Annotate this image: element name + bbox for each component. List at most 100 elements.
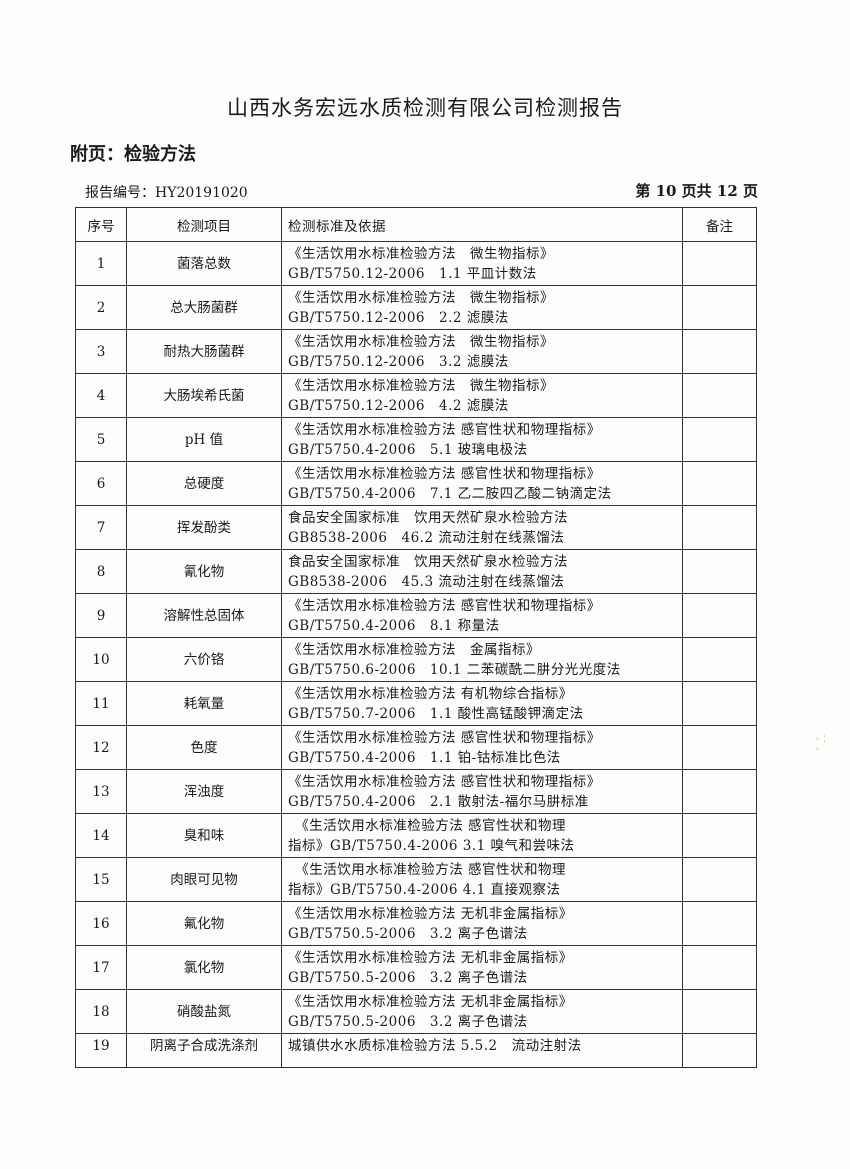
table-row: 4 大肠埃希氏菌 《生活饮用水标准检验方法 微生物指标》 GB/T5750.12-20…	[75, 373, 757, 418]
test-standard: 《生活饮用水标准检验方法 微生物指标》 GB/T5750.12-2006 4.2 …	[281, 373, 683, 418]
note	[682, 329, 757, 374]
test-item: 挥发酚类	[126, 505, 282, 550]
standard-line-2: GB/T5750.5-2006 3.2 离子色谱法	[288, 925, 528, 942]
row-number: 6	[75, 461, 127, 506]
note	[682, 373, 757, 418]
standard-line-1: 《生活饮用水标准检验方法 感官性状和物理指标》	[288, 465, 601, 482]
standard-line-2: GB8538-2006 46.2 流动注射在线蒸馏法	[288, 529, 565, 546]
note	[682, 417, 757, 462]
standard-line-1: 《生活饮用水标准检验方法 金属指标》	[288, 641, 540, 658]
row-number: 11	[75, 681, 127, 726]
row-number: 1	[75, 241, 127, 286]
standard-line-2: GB/T5750.4-2006 5.1 玻璃电极法	[288, 441, 528, 458]
column-header-item: 检测项目	[126, 207, 282, 242]
standard-line-2: GB/T5750.12-2006 2.2 滤膜法	[288, 309, 509, 326]
row-number: 8	[75, 549, 127, 594]
test-item: 氟化物	[126, 901, 282, 946]
test-standard: 《生活饮用水标准检验方法 感官性状和物理指标》 GB/T5750.4-2006 7…	[281, 461, 683, 506]
note	[682, 285, 757, 330]
report-number: 报告编号：HY20191020	[85, 185, 248, 201]
standard-line-1: 《生活饮用水标准检验方法 感官性状和物理指标》	[288, 597, 601, 614]
table-row: 5 pH 值《生活饮用水标准检验方法 感官性状和物理指标》 GB/T5750.4-2…	[75, 417, 757, 462]
table-row: 8 氰化物 食品安全国家标准 饮用天然矿泉水检验方法 GB8538-2006 45.3…	[75, 549, 757, 594]
row-number: 3	[75, 329, 127, 374]
standard-line-2: GB/T5750.12-2006 3.2 滤膜法	[288, 353, 509, 370]
standard-line-2: 指标》GB/T5750.4-2006 4.1 直接观察法	[288, 881, 561, 898]
table-row: 18 硝酸盐氮 《生活饮用水标准检验方法 无机非金属指标》 GB/T5750.5-20…	[75, 989, 757, 1034]
standard-line-1: 城镇供水水质标准检验方法 5.5.2 流动注射法	[288, 1038, 582, 1054]
row-number: 4	[75, 373, 127, 418]
note	[682, 241, 757, 286]
table-row: 14 臭和味 《生活饮用水标准检验方法 感官性状和物理 指标》GB/T5750.4-…	[75, 813, 757, 858]
test-standard: 城镇供水水质标准检验方法 5.5.2 流动注射法	[281, 1033, 683, 1068]
test-standard: 《生活饮用水标准检验方法 微生物指标》 GB/T5750.12-2006 3.2 …	[281, 329, 683, 374]
table-row: 3 耐热大肠菌群 《生活饮用水标准检验方法 微生物指标》 GB/T5750.12-20…	[75, 329, 757, 374]
column-header-standard: 检测标准及依据	[281, 207, 683, 242]
test-item: 浑浊度	[126, 769, 282, 814]
test-standard: 《生活饮用水标准检验方法 感官性状和物理指标》 GB/T5750.4-2006 1…	[281, 725, 683, 770]
standard-line-1: 《生活饮用水标准检验方法 有机物综合指标》	[288, 685, 573, 702]
standard-line-1: 《生活饮用水标准检验方法 无机非金属指标》	[288, 949, 573, 966]
test-item: 溶解性总固体	[126, 593, 282, 638]
test-item: 菌落总数	[126, 241, 282, 286]
test-item: 色度	[126, 725, 282, 770]
table-row: 7 挥发酚类 食品安全国家标准 饮用天然矿泉水检验方法 GB8538-2006 46.…	[75, 505, 757, 550]
table-row: 11 耗氧量 《生活饮用水标准检验方法 有机物综合指标》 GB/T5750.7-200…	[75, 681, 757, 726]
test-standard: 《生活饮用水标准检验方法 感官性状和物理 指标》GB/T5750.4-2006 4…	[281, 857, 683, 902]
test-item: 氰化物	[126, 549, 282, 594]
test-item: pH 值	[126, 417, 282, 462]
table-header-row: 序号 检测项目 检测标准及依据 备注	[75, 207, 757, 242]
section-title: 附页：检验方法	[70, 144, 196, 165]
standard-line-2: GB/T5750.12-2006 4.2 滤膜法	[288, 397, 509, 414]
table-row: 9 溶解性总固体 《生活饮用水标准检验方法 感官性状和物理指标》 GB/T5750.4…	[75, 593, 757, 638]
page-info: 第 10 页共 12 页	[635, 182, 758, 200]
test-item: 氯化物	[126, 945, 282, 990]
note	[682, 1033, 757, 1068]
table-row: 12 色度 《生活饮用水标准检验方法 感官性状和物理指标》 GB/T5750.4-20…	[75, 725, 757, 770]
note	[682, 549, 757, 594]
test-standard: 食品安全国家标准 饮用天然矿泉水检验方法 GB8538-2006 45.3 流动注…	[281, 549, 683, 594]
standard-line-2: GB/T5750.7-2006 1.1 酸性高锰酸钾滴定法	[288, 705, 584, 722]
standard-line-2: GB/T5750.4-2006 7.1 乙二胺四乙酸二钠滴定法	[288, 485, 612, 502]
standard-line-1: 《生活饮用水标准检验方法 微生物指标》	[288, 333, 554, 350]
row-number: 17	[75, 945, 127, 990]
test-item: 六价铬	[126, 637, 282, 682]
test-standard: 《生活饮用水标准检验方法 无机非金属指标》 GB/T5750.5-2006 3.2…	[281, 901, 683, 946]
note	[682, 681, 757, 726]
standard-line-1: 《生活饮用水标准检验方法 感官性状和物理指标》	[288, 421, 601, 438]
test-standard: 《生活饮用水标准检验方法 无机非金属指标》 GB/T5750.5-2006 3.2…	[281, 945, 683, 990]
test-item: 耗氧量	[126, 681, 282, 726]
row-number: 18	[75, 989, 127, 1034]
table-row: 19 阴离子合成洗涤剂 城镇供水水质标准检验方法 5.5.2 流动注射法	[75, 1033, 757, 1068]
note	[682, 857, 757, 902]
standard-line-1: 《生活饮用水标准检验方法 无机非金属指标》	[288, 993, 573, 1010]
standard-line-2: GB/T5750.5-2006 3.2 离子色谱法	[288, 969, 528, 986]
standard-line-2: GB/T5750.12-2006 1.1 平皿计数法	[288, 265, 537, 282]
standard-line-1: 《生活饮用水标准检验方法 感官性状和物理指标》	[288, 729, 601, 746]
table-row: 13 浑浊度 《生活饮用水标准检验方法 感官性状和物理指标》 GB/T5750.4-2…	[75, 769, 757, 814]
test-standard: 《生活饮用水标准检验方法 感官性状和物理 指标》GB/T5750.4-2006 3…	[281, 813, 683, 858]
test-item: 总硬度	[126, 461, 282, 506]
note	[682, 505, 757, 550]
standard-line-2: GB8538-2006 45.3 流动注射在线蒸馏法	[288, 573, 565, 590]
red-stamp-mark: ◦ ⁚ ◦	[815, 735, 827, 755]
row-number: 7	[75, 505, 127, 550]
test-item: 肉眼可见物	[126, 857, 282, 902]
test-standard: 《生活饮用水标准检验方法 金属指标》 GB/T5750.6-2006 10.1 二…	[281, 637, 683, 682]
row-number: 16	[75, 901, 127, 946]
standard-line-2: GB/T5750.4-2006 8.1 称量法	[288, 617, 500, 634]
row-number: 19	[75, 1033, 127, 1068]
standard-line-1: 《生活饮用水标准检验方法 无机非金属指标》	[288, 905, 573, 922]
row-number: 13	[75, 769, 127, 814]
standard-line-1: 《生活饮用水标准检验方法 微生物指标》	[288, 245, 554, 262]
note	[682, 769, 757, 814]
row-number: 15	[75, 857, 127, 902]
document-title: 山西水务宏远水质检测有限公司检测报告	[227, 96, 623, 120]
test-standard: 《生活饮用水标准检验方法 感官性状和物理指标》 GB/T5750.4-2006 5…	[281, 417, 683, 462]
column-header-no: 序号	[75, 207, 127, 242]
test-standard: 《生活饮用水标准检验方法 微生物指标》 GB/T5750.12-2006 2.2 …	[281, 285, 683, 330]
standard-line-1: 食品安全国家标准 饮用天然矿泉水检验方法	[288, 509, 568, 526]
test-standard: 《生活饮用水标准检验方法 感官性状和物理指标》 GB/T5750.4-2006 8…	[281, 593, 683, 638]
test-standard: 《生活饮用水标准检验方法 微生物指标》 GB/T5750.12-2006 1.1 …	[281, 241, 683, 286]
note	[682, 945, 757, 990]
